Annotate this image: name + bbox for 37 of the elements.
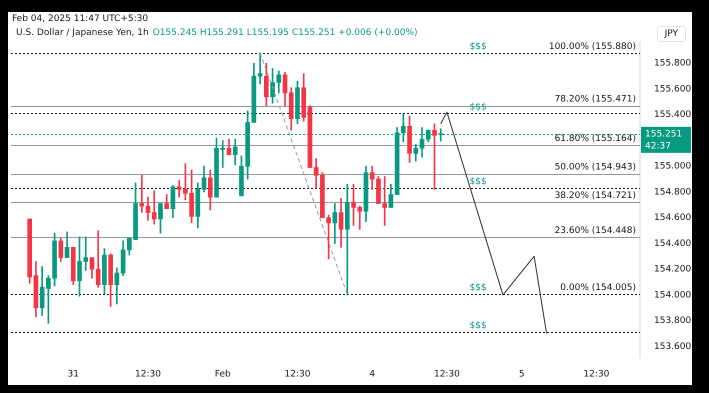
y-tick-label: 155.800: [654, 58, 692, 69]
x-tick-label: 12:30: [434, 370, 460, 380]
annotation: $$$: [469, 102, 487, 112]
x-tick-label: 12:30: [135, 370, 162, 380]
ref-line-label: 61.80% (155.164): [554, 134, 636, 144]
x-tick-label: 4: [369, 370, 376, 380]
ref-line-label: 155.251 42:37: [645, 129, 682, 152]
y-tick-label: 154.400: [654, 238, 692, 249]
annotation: $$$: [469, 283, 487, 294]
text: Feb 04, 2025 11:47 UTC+5:30: [12, 14, 148, 24]
ref-line-label: 50.00% (154.943): [554, 162, 636, 172]
x-tick-label: 12:30: [284, 370, 311, 380]
ref-line-label: 0.00% (154.005): [560, 283, 636, 294]
y-tick-label: 154.600: [654, 213, 692, 224]
y-tick-label: 155.000: [654, 162, 692, 172]
annotation: $$$: [469, 42, 487, 52]
y-tick-label: 154.800: [654, 187, 692, 198]
y-tick-label: 153.800: [654, 316, 692, 326]
y-tick-label: 155.400: [654, 110, 692, 120]
x-tick-label: Feb: [214, 370, 231, 380]
y-tick-label: 153.600: [654, 342, 692, 352]
y-tick-label: 154.200: [654, 264, 692, 275]
candlestick: [432, 123, 437, 190]
x-tick-label: 12:30: [583, 370, 610, 380]
y-tick-label: 155.600: [654, 84, 692, 94]
annotation: $$$: [469, 176, 487, 187]
y-tick-label: 154.000: [654, 290, 692, 300]
annotation: $$$: [469, 321, 487, 332]
ref-line-label: 23.60% (154.448): [554, 226, 636, 236]
ref-line-label: 38.20% (154.721): [554, 190, 636, 201]
y-axis-title: JPY: [656, 26, 686, 42]
ref-line-label: 100.00% (155.880): [548, 42, 636, 52]
chart-subtitle: O155.245 H155.291 L155.195 C155.251 +0.006 (+0.00%): [152, 28, 418, 38]
ref-line-label: 78.20% (155.471): [554, 94, 636, 104]
chart-title: U.S. Dollar / Japanese Yen, 1h: [16, 28, 149, 38]
x-tick-label: 31: [68, 370, 80, 380]
x-tick-label: 5: [518, 370, 525, 380]
